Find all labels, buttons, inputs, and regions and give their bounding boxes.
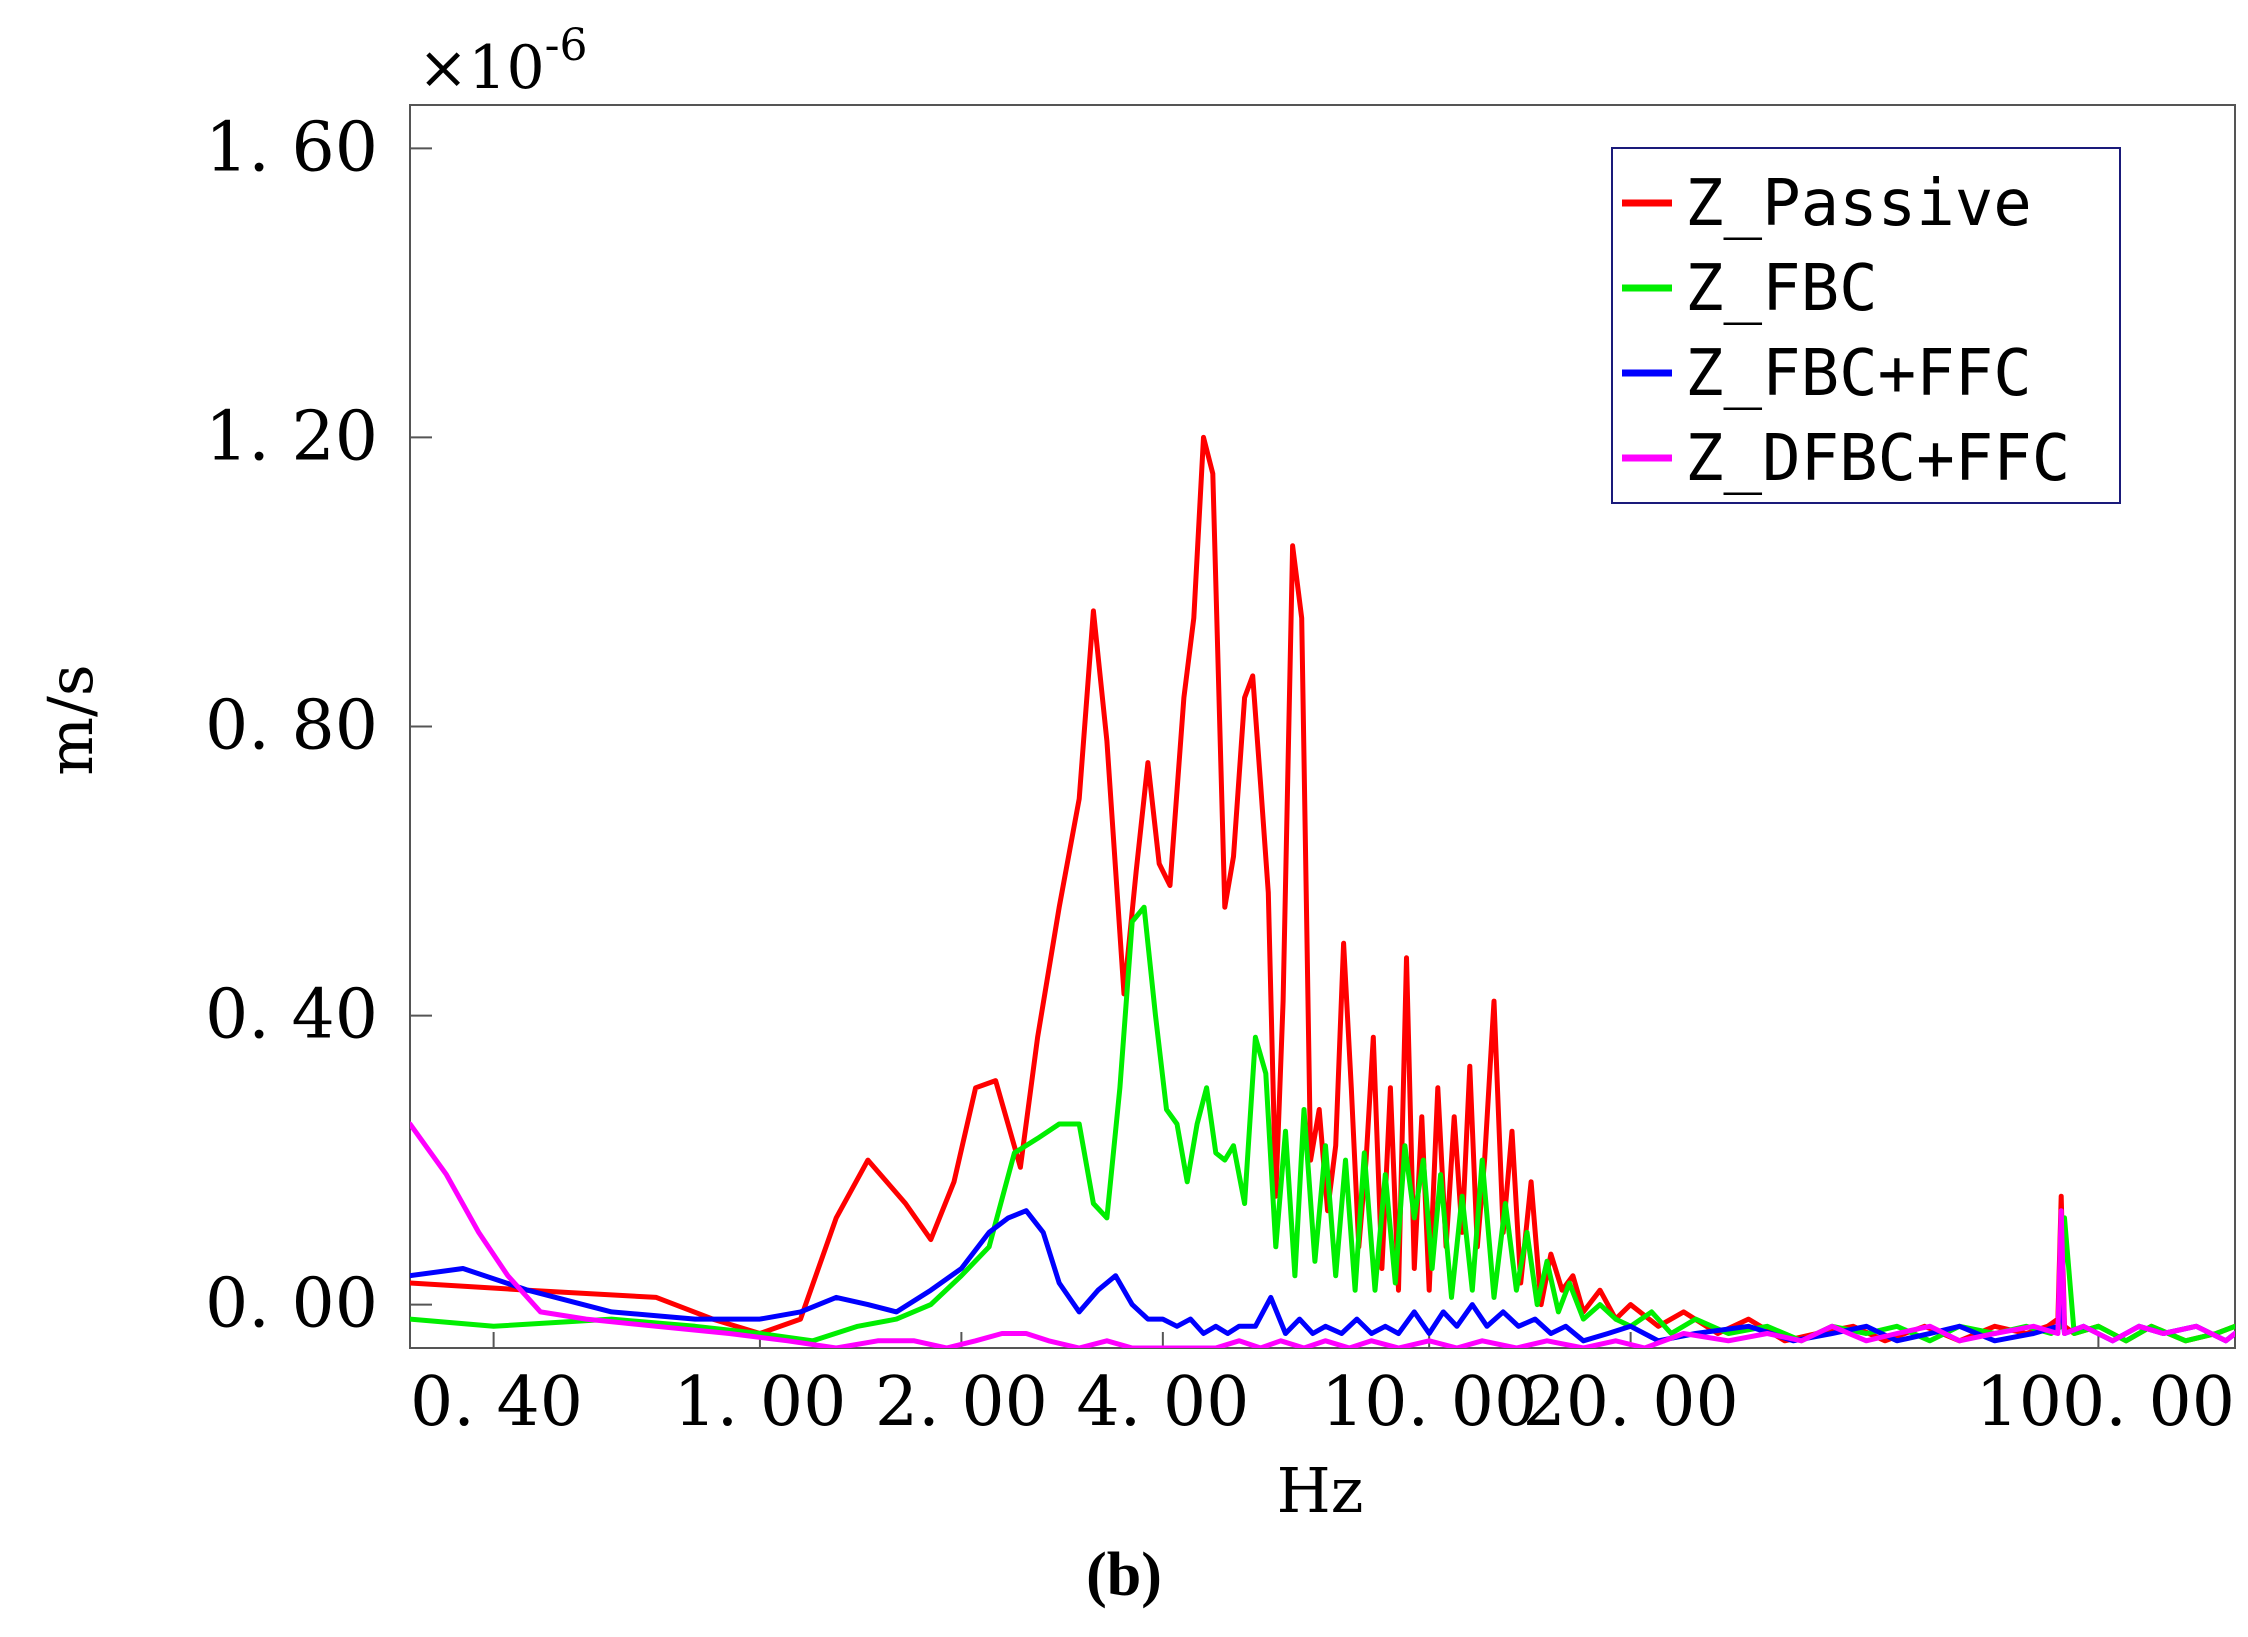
legend-label: Z_FBC <box>1685 252 1878 326</box>
x-axis-label: Hz <box>1277 1454 1364 1527</box>
legend: Z_Passive Z_FBC Z_FBC+FFC Z_DFBC+FFC <box>1611 147 2121 504</box>
y-multiplier: ×10-6 <box>418 20 588 103</box>
x-tick-label: 10. 00 <box>1321 1363 1537 1442</box>
x-tick-label: 100. 00 <box>1975 1363 2235 1442</box>
y-axis-label: m/s <box>34 664 107 776</box>
y-tick-label: 0. 80 <box>205 687 378 766</box>
x-tick-label: 20. 00 <box>1522 1363 1738 1442</box>
legend-box <box>1611 147 2121 504</box>
y-multiplier-base: ×10 <box>418 33 545 103</box>
y-axis: 0. 00 0. 40 0. 80 1. 20 1. 60 <box>205 108 432 1344</box>
series-line-z-dfbc-ffc <box>410 1121 2235 1348</box>
x-tick-label: 2. 00 <box>875 1363 1048 1442</box>
legend-label: Z_DFBC+FFC <box>1685 422 2070 496</box>
x-tick-label: 1. 00 <box>673 1363 846 1442</box>
series-layer <box>410 434 2235 1348</box>
y-tick-label: 0. 00 <box>205 1265 378 1344</box>
legend-label: Z_Passive <box>1685 167 2032 241</box>
y-tick-label: 1. 20 <box>205 397 378 476</box>
series-line-z-fbc-ffc <box>410 1208 2235 1344</box>
x-tick-label: 0. 40 <box>410 1363 583 1442</box>
y-tick-label: 0. 40 <box>205 976 378 1055</box>
y-multiplier-exponent: -6 <box>545 20 588 71</box>
panel-label: (b) <box>1086 1541 1162 1609</box>
legend-label: Z_FBC+FFC <box>1685 337 2032 411</box>
series-line-z-passive <box>410 434 2235 1344</box>
y-tick-label: 1. 60 <box>205 108 378 187</box>
x-tick-label: 4. 00 <box>1076 1363 1249 1442</box>
